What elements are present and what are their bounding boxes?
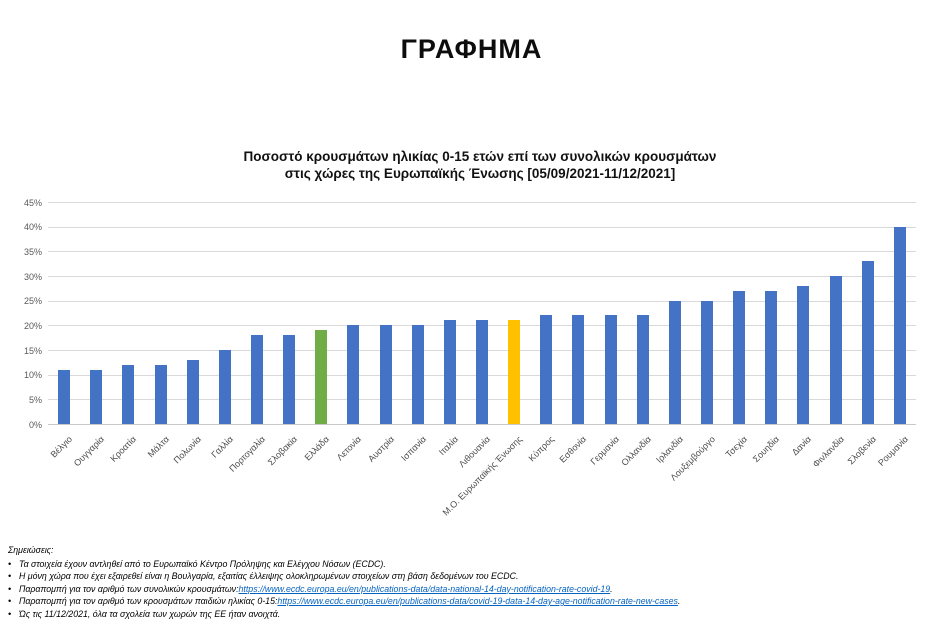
note-link[interactable]: https://www.ecdc.europa.eu/en/publicatio… xyxy=(238,583,611,594)
y-tick-label: 45% xyxy=(23,197,42,208)
bar xyxy=(379,325,392,424)
bar xyxy=(218,350,231,424)
bar xyxy=(765,290,778,424)
gridline xyxy=(48,424,916,425)
y-tick-label: 15% xyxy=(23,345,42,356)
note-item: • Ώς τις 11/12/2021, όλα τα σχολεία των χ… xyxy=(8,608,938,621)
y-tick-label: 35% xyxy=(23,246,42,257)
bar xyxy=(476,320,488,424)
bar xyxy=(58,369,71,424)
note-item: • Παραπομπή για τον αριθμό των κρουσμάτων… xyxy=(8,595,938,608)
note-item: • Παραπομπή για τον αριθμό των συνολικών … xyxy=(8,583,938,596)
bar xyxy=(122,364,135,424)
bar xyxy=(668,300,681,424)
notes-heading: Σημειώσεις: xyxy=(8,545,54,555)
bar xyxy=(797,285,810,424)
note-text-after: . xyxy=(677,596,681,606)
chart-title: Ποσοστό κρουσμάτων ηλικίας 0-15 ετών επί… xyxy=(40,148,920,182)
note-item: • Η μόνη χώρα που έχει εξαιρεθεί είναι η … xyxy=(8,570,938,583)
note-text: Η μόνη χώρα που έχει εξαιρεθεί είναι η Β… xyxy=(19,571,519,581)
bar xyxy=(347,325,360,424)
bar xyxy=(540,315,553,424)
bar xyxy=(250,335,263,424)
note-item: • Τα στοιχεία έχουν αντληθεί από το Ευρωπ… xyxy=(8,558,938,571)
note-text: Ώς τις 11/12/2021, όλα τα σχολεία των χω… xyxy=(19,608,281,619)
y-tick-label: 20% xyxy=(23,320,42,331)
chart-title-line1: Ποσοστό κρουσμάτων ηλικίας 0-15 ετών επί… xyxy=(243,149,717,164)
bar xyxy=(893,226,906,424)
bar xyxy=(733,290,746,424)
y-tick-label: 0% xyxy=(28,419,42,430)
gridline xyxy=(48,202,916,203)
gridline xyxy=(48,276,916,277)
notes-section: Σημειώσεις: • Τα στοιχεία έχουν αντληθεί … xyxy=(8,544,938,620)
page-title: ΓΡΑΦΗΜΑ xyxy=(400,34,543,64)
bar xyxy=(411,325,424,424)
note-text: Τα στοιχεία έχουν αντληθεί από το Ευρωπα… xyxy=(19,558,386,569)
bullet-icon: • xyxy=(8,596,12,606)
bar xyxy=(154,364,167,424)
bullet-icon: • xyxy=(8,571,12,581)
bar xyxy=(443,320,456,424)
bullet-icon: • xyxy=(8,608,12,619)
bullet-icon: • xyxy=(8,583,12,594)
bar xyxy=(315,330,328,424)
bullet-icon: • xyxy=(8,558,12,569)
bar xyxy=(186,359,199,424)
plot-area: 0% 5% 10% 15% 20% 25% 30% 35% 40% 45% Βέλγιο Ουγγαρ… xyxy=(24,198,916,517)
chart-title-line2: στις χώρες της Ευρωπαϊκής Ένωσης [05/09/… xyxy=(284,166,676,181)
bar xyxy=(861,261,874,424)
bar xyxy=(90,369,103,424)
notes-list: • Τα στοιχεία έχουν αντληθεί από το Ευρωπ… xyxy=(8,558,938,621)
bar xyxy=(508,320,521,424)
gridline xyxy=(48,251,916,253)
note-link[interactable]: https://www.ecdc.europa.eu/en/publicatio… xyxy=(277,596,678,606)
bar xyxy=(283,335,296,424)
gridline xyxy=(48,300,916,302)
bar xyxy=(604,315,617,424)
note-text: Παραπομπή για τον αριθμό των συνολικών κ… xyxy=(19,583,239,594)
gridline xyxy=(48,226,916,228)
bar xyxy=(572,315,585,424)
y-tick-label: 25% xyxy=(23,296,42,307)
y-tick-label: 10% xyxy=(23,370,42,381)
bar xyxy=(829,276,842,424)
y-tick-label: 40% xyxy=(23,222,42,233)
note-text-after: . xyxy=(610,583,613,594)
bar xyxy=(701,300,714,424)
note-text: Παραπομπή για τον αριθμό των κρουσμάτων … xyxy=(19,596,278,606)
y-tick-label: 30% xyxy=(23,271,42,282)
bar xyxy=(636,315,649,424)
y-tick-label: 5% xyxy=(28,394,42,405)
